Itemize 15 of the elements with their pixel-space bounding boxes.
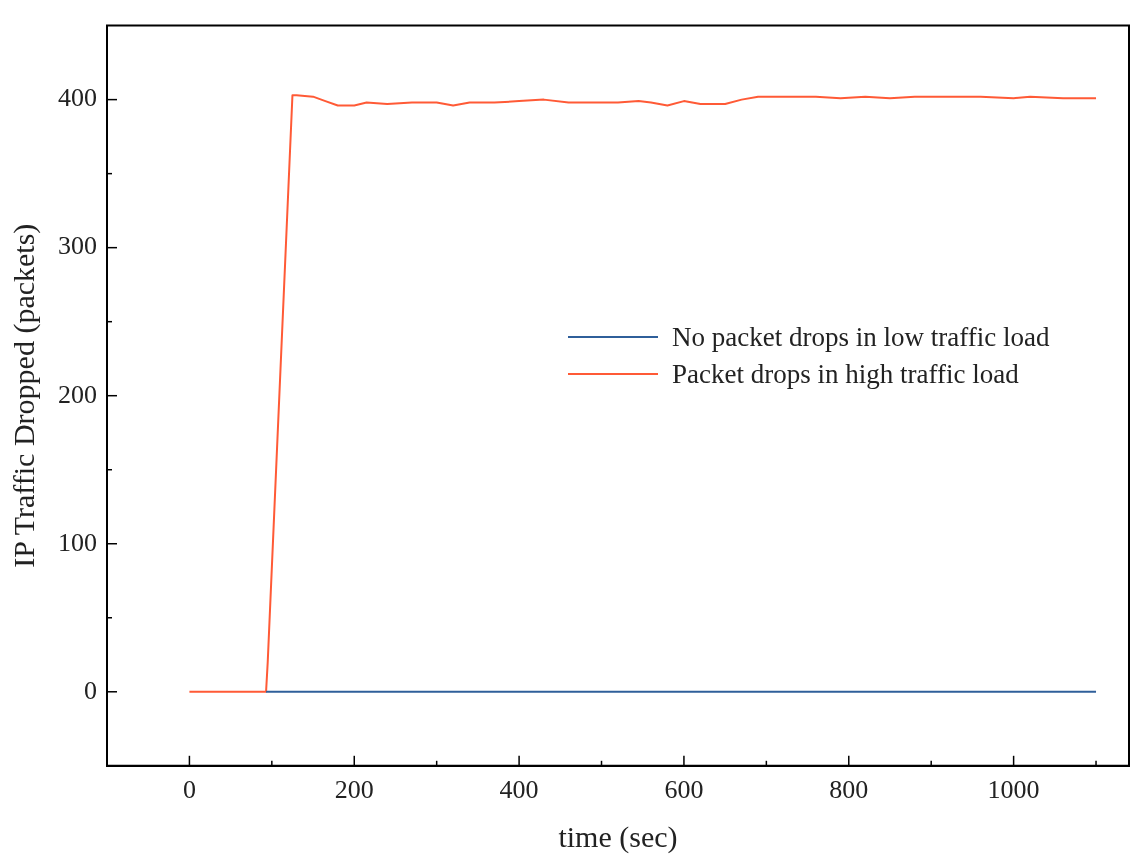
x-tick-label: 800 (829, 775, 869, 805)
y-tick-label: 200 (58, 379, 97, 409)
x-tick-label: 600 (664, 775, 704, 805)
y-tick-label: 400 (58, 83, 97, 113)
y-tick-label: 300 (58, 231, 97, 261)
x-tick-label: 1000 (987, 775, 1040, 805)
x-tick-label: 400 (499, 775, 539, 805)
y-axis-title: IP Traffic Dropped (packets) (6, 223, 41, 568)
x-tick-label: 200 (334, 775, 374, 805)
y-tick-label: 100 (58, 527, 97, 557)
legend-label: Packet drops in high traffic load (672, 358, 1019, 390)
x-tick-label: 0 (182, 775, 196, 805)
y-tick-label: 0 (84, 675, 97, 705)
x-axis-title: time (sec) (558, 819, 678, 854)
legend-label: No packet drops in low traffic load (672, 321, 1050, 353)
